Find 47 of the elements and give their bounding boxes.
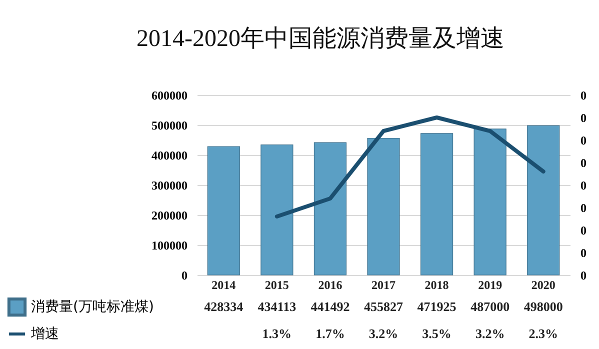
y2-tick-label: 0 (580, 201, 586, 215)
y-tick-label: 200000 (152, 208, 188, 222)
line-series (274, 116, 546, 218)
x-tick-label: 2014 (212, 278, 236, 292)
bar (207, 146, 240, 276)
data-label: 2.3% (528, 326, 558, 341)
y2-tick-label: 0 (580, 246, 586, 260)
data-label: 428334 (204, 299, 244, 314)
y2-tick-label: 0 (580, 134, 586, 148)
x-tick-label: 2017 (372, 278, 396, 292)
y2-tick-label: 0 (580, 224, 586, 238)
y-tick-label: 400000 (152, 148, 188, 162)
bar (474, 128, 506, 276)
data-label: 441492 (310, 299, 350, 314)
bar (314, 142, 347, 276)
y-tick-label: 500000 (152, 118, 188, 132)
bar (420, 133, 454, 276)
bar (527, 125, 560, 276)
y-tick-label: 0 (182, 268, 188, 282)
data-label: 471925 (417, 299, 457, 314)
data-label: 3.5% (422, 326, 452, 341)
data-label: 487000 (470, 299, 510, 314)
y2-tick-label: 0 (580, 268, 586, 282)
bar (260, 144, 294, 276)
x-tick-label: 2015 (264, 278, 289, 292)
data-label: 434113 (258, 299, 297, 314)
data-label: 1.7% (316, 326, 345, 341)
bar (367, 138, 400, 276)
x-tick-label: 2019 (478, 278, 502, 292)
x-tick-label: 2020 (531, 278, 556, 292)
y2-tick-label: 0 (580, 88, 586, 102)
data-label: 455827 (364, 299, 404, 314)
y-tick-label: 100000 (152, 238, 188, 252)
data-label: 3.2% (368, 326, 398, 341)
y-tick-label: 300000 (152, 178, 188, 192)
legend-label: 增速 (30, 326, 59, 342)
x-tick-label: 2018 (424, 278, 449, 292)
y2-tick-label: 0 (580, 111, 586, 125)
x-tick-label: 2016 (318, 278, 342, 292)
data-label: 3.2% (475, 326, 505, 341)
y-tick-label: 600000 (152, 88, 188, 102)
legend-label: 消费量(万吨标准煤) (31, 299, 154, 315)
chart-title: 2014-2020年中国能源消费量及增速 (136, 26, 504, 52)
data-label: 498000 (524, 299, 563, 314)
data-label: 1.3% (262, 326, 292, 341)
y2-tick-label: 0 (580, 156, 586, 170)
y2-tick-label: 0 (580, 178, 586, 192)
